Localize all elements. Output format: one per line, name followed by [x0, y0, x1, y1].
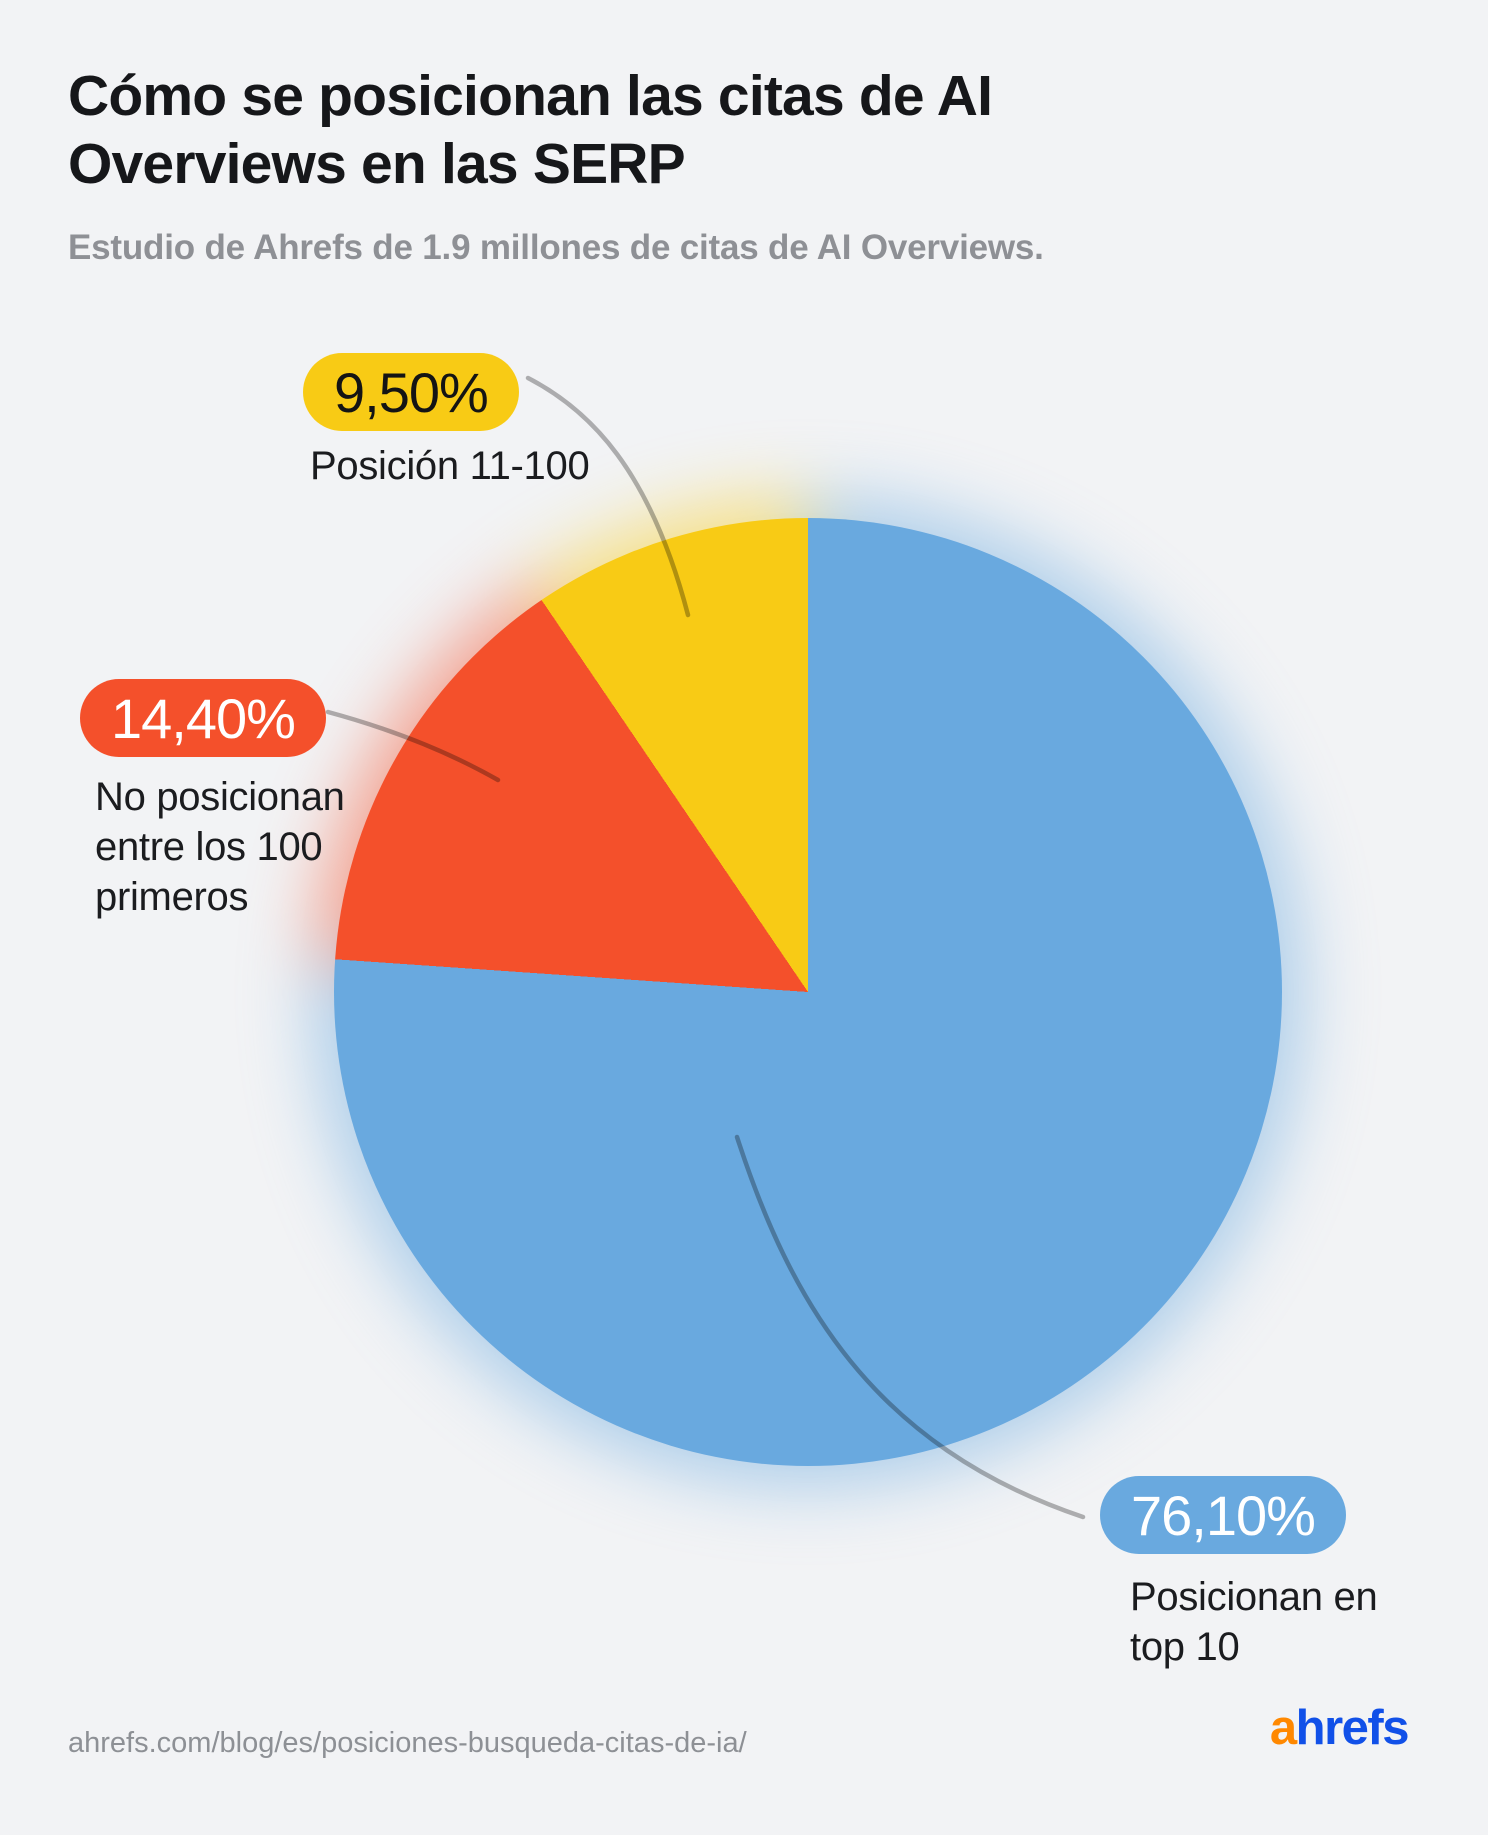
badge-position-11-100: 9,50%	[303, 353, 519, 431]
label-not-in-top-100: No posicionan entre los 100 primeros	[95, 775, 345, 919]
ahrefs-logo: ahrefs	[1269, 1700, 1410, 1756]
ahrefs-logo-hrefs: hrefs	[1295, 1701, 1410, 1755]
label-position-11-100: Posición 11-100	[310, 444, 590, 488]
badge-not-in-top-100: 14,40%	[80, 679, 326, 757]
ahrefs-logo-a: a	[1269, 1701, 1297, 1755]
chart-subtitle: Estudio de Ahrefs de 1.9 millones de cit…	[68, 228, 1044, 267]
badge-top-10: 76,10%	[1100, 1476, 1346, 1554]
source-url: ahrefs.com/blog/es/posiciones-busqueda-c…	[68, 1727, 747, 1759]
pie-chart-area	[312, 496, 1304, 1488]
label-top-10: Posicionan en top 10	[1130, 1575, 1378, 1669]
pie-chart	[334, 518, 1282, 1466]
chart-title: Cómo se posicionan las citas de AI Overv…	[68, 64, 993, 196]
